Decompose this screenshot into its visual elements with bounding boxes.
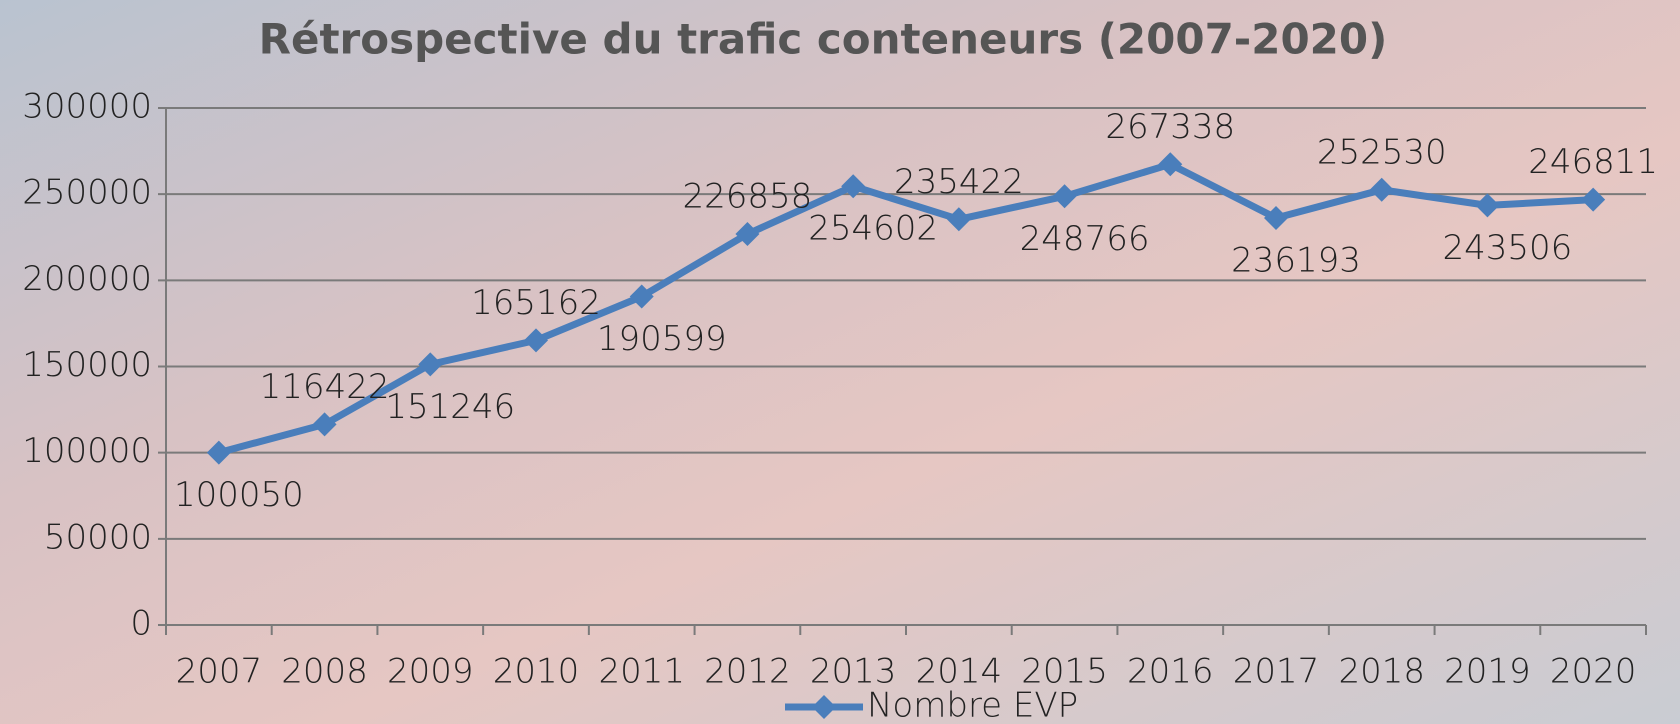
x-tick-label: 2013 [810,652,897,692]
marker [1158,152,1183,177]
x-tick-label: 2018 [1338,652,1425,692]
marker [524,328,548,353]
x-tick-label: 2011 [598,652,685,692]
data-label: 236193 [1231,240,1361,280]
legend-marker [812,695,836,719]
y-tick-label: 300000 [22,87,152,127]
data-label: 116422 [260,367,390,407]
marker [312,412,337,437]
data-label: 235422 [894,162,1024,202]
marker [418,352,443,377]
line [217,160,1594,456]
y-tick-label: 150000 [22,345,152,385]
data-label: 243506 [1443,228,1573,268]
marker [1581,187,1606,212]
marker [629,284,654,309]
marker [1052,184,1077,209]
data-label: 248766 [1020,219,1150,259]
x-tick-label: 2017 [1233,652,1320,692]
data-label: 252530 [1317,132,1447,172]
data-label: 151246 [385,387,515,427]
x-tick-label: 2009 [387,652,474,692]
y-tick-label: 200000 [22,259,152,299]
y-tick-label: 250000 [22,173,152,213]
x-tick-label: 2016 [1127,652,1214,692]
marker [1369,177,1394,202]
data-label: 226858 [683,177,813,217]
data-label: 165162 [471,283,601,323]
x-tick-label: 2020 [1550,652,1637,692]
marker [735,222,760,247]
x-tick-label: 2015 [1021,652,1108,692]
marker [946,207,971,232]
data-label: 190599 [597,319,727,359]
x-tick-label: 2007 [176,652,263,692]
y-tick-label: 100000 [22,431,152,471]
y-tick-label: 0 [130,604,152,644]
data-label: 100050 [174,475,304,515]
y-tick-label: 50000 [44,517,152,557]
marker [841,174,866,199]
x-tick-label: 2019 [1444,652,1531,692]
x-tick-label: 2014 [916,652,1003,692]
marker [1264,205,1288,230]
marker [206,440,231,465]
data-label: 254602 [808,209,938,249]
x-tick-label: 2012 [704,652,791,692]
marker [1475,193,1500,218]
data-label: 267338 [1105,107,1235,147]
x-tick-label: 2010 [493,652,580,692]
x-tick-label: 2008 [281,652,368,692]
data-label: 246811 [1528,142,1658,182]
legend-label: Nombre EVP [867,686,1078,724]
chart-title: Rétrospective du trafic conteneurs (2007… [259,15,1388,64]
